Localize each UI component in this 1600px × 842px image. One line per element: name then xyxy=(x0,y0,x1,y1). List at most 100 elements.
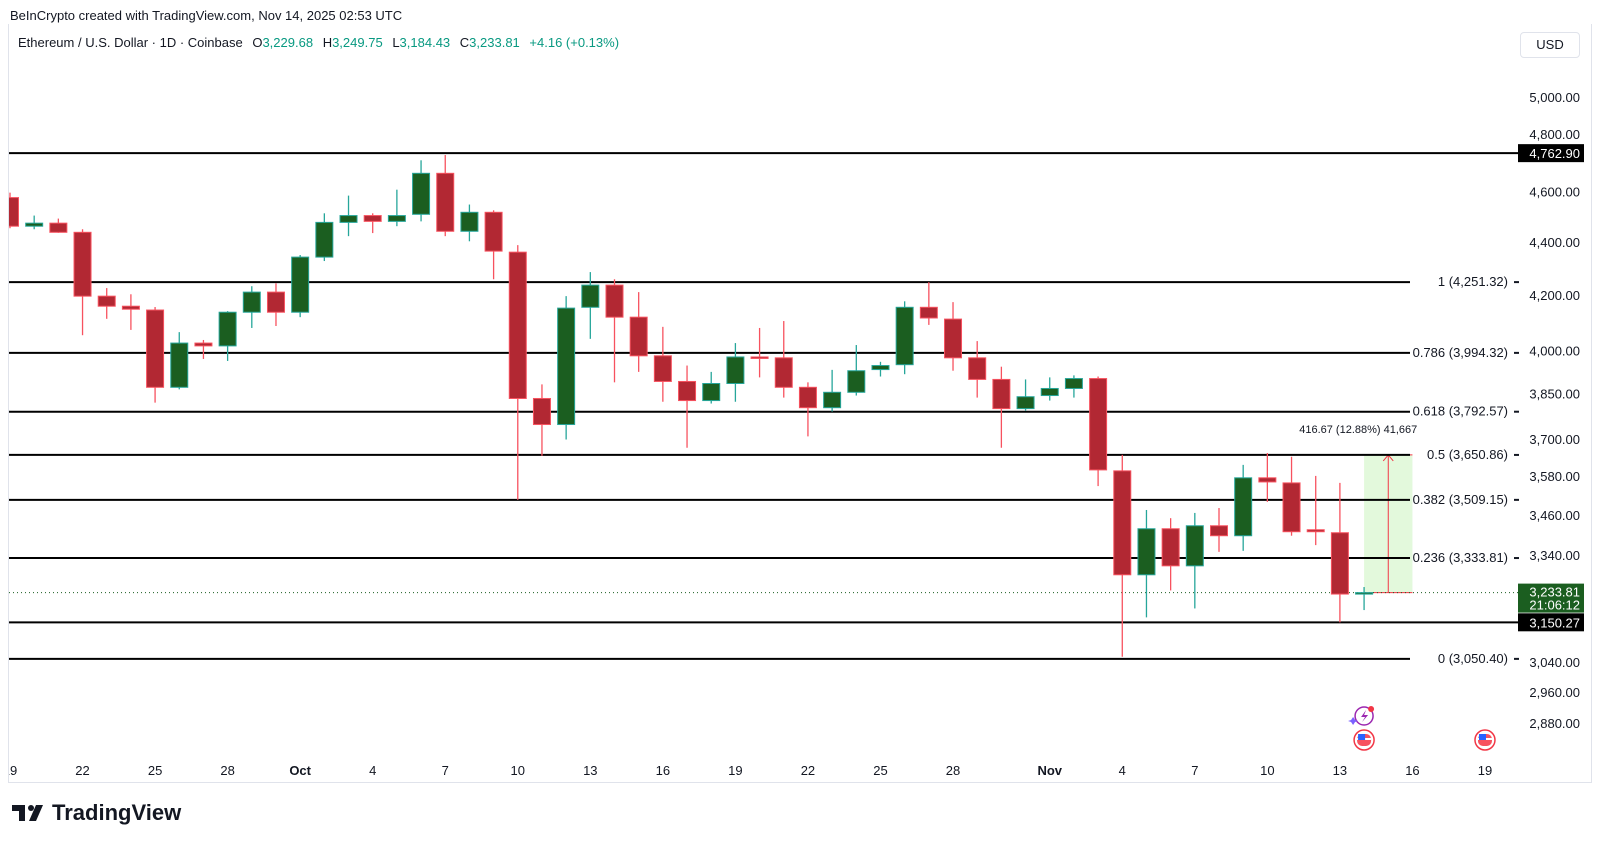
y-tick-label: 3,460.00 xyxy=(1529,508,1580,523)
candle-body xyxy=(1089,378,1108,471)
x-tick-label: 10 xyxy=(1260,763,1274,778)
x-tick-label: Nov xyxy=(1037,763,1062,778)
candle-body xyxy=(436,172,455,232)
candle-body xyxy=(73,231,92,297)
fib-level-label: 0.5 (3,650.86) xyxy=(1427,447,1508,462)
candle-body xyxy=(581,284,600,308)
candle xyxy=(1113,454,1132,657)
candle-body xyxy=(121,305,140,310)
candle-body xyxy=(291,256,310,313)
x-tick-label: 22 xyxy=(801,763,815,778)
candle xyxy=(653,326,672,402)
candle-body xyxy=(1064,378,1083,389)
candle xyxy=(121,294,140,330)
candle-body xyxy=(242,291,261,313)
x-tick-label: 7 xyxy=(442,763,449,778)
candle xyxy=(944,302,963,371)
y-tick-label: 3,700.00 xyxy=(1529,432,1580,447)
y-tick-label: 3,580.00 xyxy=(1529,469,1580,484)
x-tick-label: 19 xyxy=(728,763,742,778)
x-tick-label: 25 xyxy=(148,763,162,778)
candle-body xyxy=(1113,470,1132,576)
x-tick-label: 4 xyxy=(1119,763,1126,778)
credit-line: BeInCrypto created with TradingView.com,… xyxy=(10,8,403,23)
candle xyxy=(1137,509,1156,618)
notification-dot xyxy=(1368,706,1375,712)
lightning-event-icon[interactable] xyxy=(1348,706,1375,726)
candle xyxy=(1306,475,1325,546)
candle-body xyxy=(847,370,866,393)
symbol-legend: Ethereum / U.S. Dollar · 1D · Coinbase O… xyxy=(18,35,619,50)
x-tick-label: 10 xyxy=(511,763,525,778)
candle-body xyxy=(1330,532,1349,595)
candle-body xyxy=(146,309,165,388)
candle-body xyxy=(895,306,914,366)
low-label: L xyxy=(392,35,400,50)
candle xyxy=(1330,482,1349,623)
candle xyxy=(73,229,92,336)
candle xyxy=(1185,512,1204,609)
candle-body xyxy=(968,357,987,380)
candle-body xyxy=(557,307,576,426)
currency-button[interactable]: USD xyxy=(1520,32,1580,58)
fib-level-label: 0.786 (3,994.32) xyxy=(1413,345,1508,360)
x-tick-label: 28 xyxy=(220,763,234,778)
candle-body xyxy=(532,397,551,426)
us-flag-icon[interactable] xyxy=(1474,729,1496,751)
current-price-label: 3,233.81 xyxy=(1529,585,1580,600)
candle-body xyxy=(871,365,890,371)
candle xyxy=(1258,453,1277,502)
candle xyxy=(315,213,334,262)
candle-body xyxy=(798,386,817,409)
symbol-title[interactable]: Ethereum / U.S. Dollar · 1D · Coinbase xyxy=(18,35,243,50)
candle xyxy=(146,307,165,403)
y-tick-label: 2,960.00 xyxy=(1529,685,1580,700)
candle-body xyxy=(9,197,19,227)
x-tick-label: 16 xyxy=(1405,763,1419,778)
candle-body xyxy=(678,380,697,402)
x-tick-label: 16 xyxy=(656,763,670,778)
candle xyxy=(1210,508,1228,552)
tradingview-logo-icon xyxy=(12,805,43,821)
candle xyxy=(1161,518,1180,591)
x-tick-label: 19 xyxy=(1478,763,1492,778)
candle-body xyxy=(25,222,44,227)
y-tick-label: 3,340.00 xyxy=(1529,548,1580,563)
candle-body xyxy=(1282,482,1301,533)
y-tick-label: 4,800.00 xyxy=(1529,127,1580,142)
y-tick-label: 2,880.00 xyxy=(1529,716,1580,731)
candle xyxy=(387,189,406,227)
price-line-label: 3,150.27 xyxy=(1529,615,1580,630)
us-flag-icon[interactable] xyxy=(1353,729,1375,751)
x-tick-label: 13 xyxy=(1333,763,1347,778)
candle xyxy=(532,384,551,456)
candle xyxy=(992,366,1011,448)
candle xyxy=(605,279,624,383)
candle-body xyxy=(653,355,672,382)
x-tick-label: 13 xyxy=(583,763,597,778)
open-label: O xyxy=(252,35,263,50)
candle xyxy=(823,369,842,412)
candle xyxy=(1040,377,1059,401)
candle-body xyxy=(1040,387,1059,397)
candle xyxy=(25,215,44,230)
candle-body xyxy=(412,172,431,215)
change-value: +4.16 (+0.13%) xyxy=(529,35,620,50)
candle xyxy=(363,213,382,234)
candle xyxy=(581,272,600,339)
fib-level-label: 1 (4,251.32) xyxy=(1438,274,1508,289)
candle xyxy=(702,371,721,404)
x-tick-label: 28 xyxy=(946,763,960,778)
bar-countdown-label: 21:06:12 xyxy=(1529,598,1580,613)
candle xyxy=(1064,375,1083,398)
candle xyxy=(242,286,261,328)
candle xyxy=(847,345,866,396)
candle xyxy=(726,343,745,402)
y-tick-label: 3,850.00 xyxy=(1529,387,1580,402)
candle-body xyxy=(1258,477,1277,483)
candle xyxy=(49,218,68,233)
candle xyxy=(412,160,431,222)
y-tick-label: 4,600.00 xyxy=(1529,185,1580,200)
